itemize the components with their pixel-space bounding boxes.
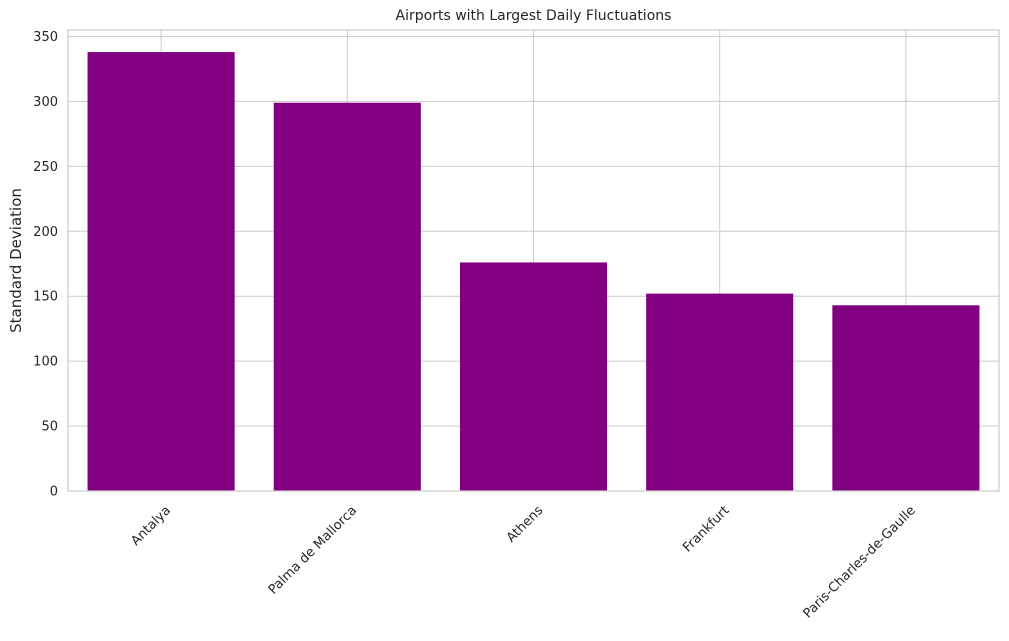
x-tick-labels: Antalya Palma de Mallorca Athens Frankfurt P…	[128, 503, 918, 621]
y-tick-label: 200	[33, 225, 58, 240]
x-tick-label: Paris-Charles-de-Gaulle	[800, 503, 918, 621]
bar	[832, 305, 980, 491]
y-tick-label: 50	[41, 420, 58, 435]
y-axis-label: Standard Deviation	[7, 188, 25, 333]
bar	[87, 52, 235, 492]
axes-frame	[67, 29, 1000, 492]
chart-title: Airports with Largest Daily Fluctuations	[396, 8, 672, 24]
bar	[646, 293, 794, 491]
y-tick-label: 0	[50, 485, 58, 500]
y-tick-label: 350	[33, 30, 58, 45]
x-tick-label: Frankfurt	[680, 503, 732, 555]
y-tick-label: 100	[33, 355, 58, 370]
y-tick-labels: 0 50 100 150 200 250 300 350	[33, 30, 58, 500]
x-tick-label: Antalya	[128, 503, 174, 549]
bars-layer	[87, 52, 980, 492]
x-tick-label: Athens	[504, 503, 547, 546]
x-tick-label: Palma de Mallorca	[266, 503, 360, 597]
y-tick-label: 250	[33, 160, 58, 175]
bar	[459, 262, 608, 491]
bar	[273, 102, 421, 491]
y-tick-label: 300	[33, 95, 58, 110]
y-tick-label: 150	[33, 290, 58, 305]
